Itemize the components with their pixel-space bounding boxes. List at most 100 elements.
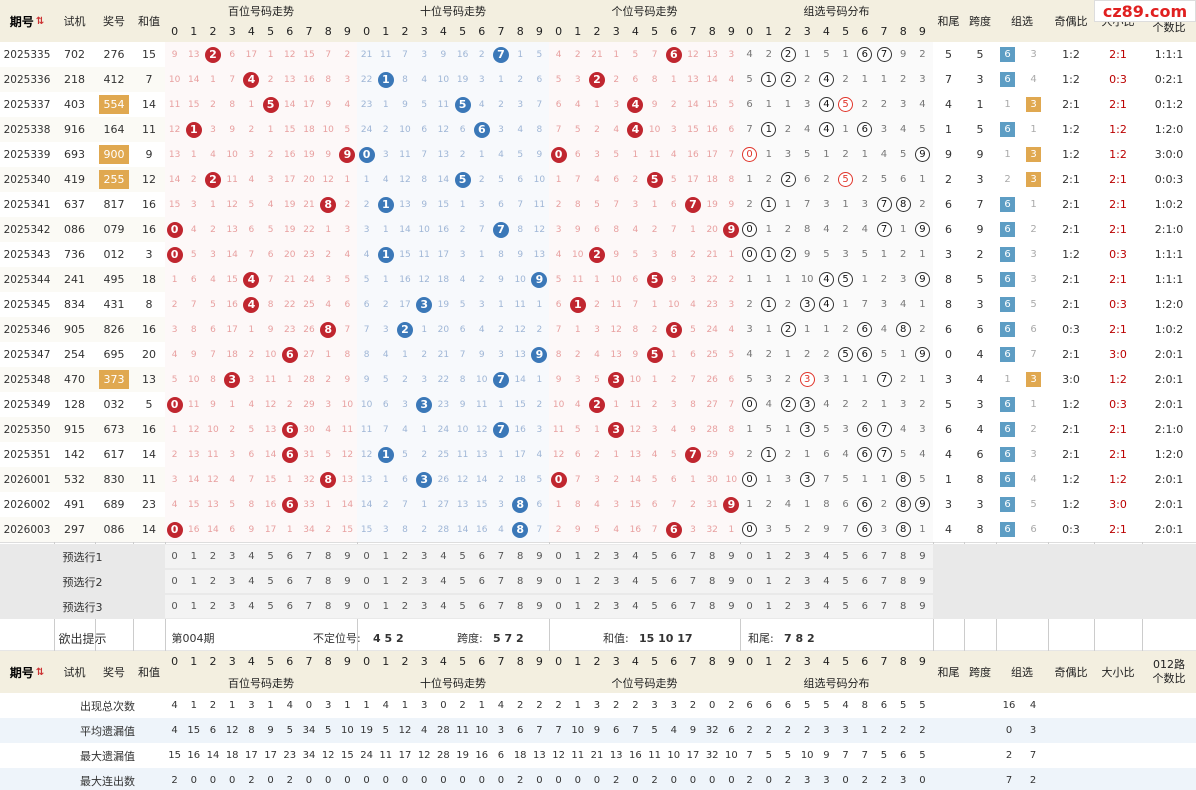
prediction-digit[interactable]: 8 [709, 551, 716, 562]
prediction-digit[interactable]: 0 [171, 601, 178, 612]
prediction-digit[interactable]: 7 [305, 551, 313, 562]
prediction-digit[interactable]: 1 [765, 601, 772, 612]
prediction-digit[interactable]: 0 [746, 551, 753, 562]
prediction-digit[interactable]: 3 [804, 601, 811, 612]
prediction-digit[interactable]: 1 [574, 576, 581, 587]
prediction-digit[interactable]: 9 [919, 551, 926, 562]
prediction-digit[interactable]: 8 [900, 601, 907, 612]
prediction-digit[interactable]: 0 [555, 601, 562, 612]
prediction-digit[interactable]: 4 [440, 551, 447, 562]
prediction-digit[interactable]: 7 [880, 601, 888, 612]
prediction-digit[interactable]: 5 [267, 601, 274, 612]
prediction-digit[interactable]: 6 [670, 551, 677, 562]
prediction-digit[interactable]: 8 [517, 551, 524, 562]
prediction-digit[interactable]: 1 [382, 551, 389, 562]
prediction-digit[interactable]: 4 [248, 551, 255, 562]
prediction-digit[interactable]: 3 [804, 576, 811, 587]
prediction-digit[interactable]: 0 [555, 551, 562, 562]
prediction-digit[interactable]: 6 [478, 551, 485, 562]
prediction-digit[interactable]: 0 [171, 551, 178, 562]
prediction-digit[interactable]: 9 [344, 551, 351, 562]
prediction-digit[interactable]: 0 [746, 576, 753, 587]
prediction-digit[interactable]: 6 [286, 551, 293, 562]
prediction-digit[interactable]: 9 [728, 601, 735, 612]
prediction-digit[interactable]: 6 [670, 601, 677, 612]
prediction-digit[interactable]: 6 [861, 551, 868, 562]
prediction-digit[interactable]: 0 [171, 576, 178, 587]
prediction-digit[interactable]: 7 [305, 601, 313, 612]
prediction-digit[interactable]: 4 [632, 551, 639, 562]
prediction-digit[interactable]: 9 [536, 601, 543, 612]
prediction-digit[interactable]: 8 [325, 551, 332, 562]
prediction-digit[interactable]: 3 [229, 576, 236, 587]
prediction-digit[interactable]: 2 [784, 551, 792, 562]
prediction-digit[interactable]: 3 [804, 551, 811, 562]
prediction-digit[interactable]: 1 [382, 601, 389, 612]
prediction-digit[interactable]: 7 [497, 576, 505, 587]
prediction-digit[interactable]: 6 [670, 576, 677, 587]
prediction-digit[interactable]: 0 [363, 576, 370, 587]
prediction-digit[interactable]: 6 [861, 576, 868, 587]
prediction-digit[interactable]: 1 [574, 601, 581, 612]
prediction-digit[interactable]: 7 [689, 576, 697, 587]
prediction-digit[interactable]: 8 [325, 576, 332, 587]
prediction-digit[interactable]: 3 [229, 551, 236, 562]
prediction-digit[interactable]: 2 [593, 576, 601, 587]
site-logo[interactable]: cz89.com [1094, 0, 1196, 22]
prediction-digit[interactable]: 7 [305, 576, 313, 587]
prediction-digit[interactable]: 2 [593, 601, 601, 612]
prediction-digit[interactable]: 7 [880, 576, 888, 587]
prediction-digit[interactable]: 6 [861, 601, 868, 612]
prediction-digit[interactable]: 7 [689, 551, 697, 562]
prediction-digit[interactable]: 5 [651, 576, 658, 587]
prediction-digit[interactable]: 3 [421, 551, 428, 562]
prediction-digit[interactable]: 1 [190, 576, 197, 587]
prediction-digit[interactable]: 0 [746, 601, 753, 612]
prediction-digit[interactable]: 1 [765, 551, 772, 562]
prediction-digit[interactable]: 2 [209, 576, 217, 587]
prediction-digit[interactable]: 4 [440, 576, 447, 587]
sort-arrows-icon[interactable]: ⇅ [35, 666, 45, 678]
prediction-digit[interactable]: 9 [728, 576, 735, 587]
prediction-digit[interactable]: 2 [401, 551, 409, 562]
prediction-digit[interactable]: 8 [517, 576, 524, 587]
prediction-digit[interactable]: 1 [190, 601, 197, 612]
prediction-digit[interactable]: 5 [651, 601, 658, 612]
prediction-digit[interactable]: 7 [497, 551, 505, 562]
prediction-digit[interactable]: 1 [765, 576, 772, 587]
prediction-digit[interactable]: 4 [248, 601, 255, 612]
prediction-digit[interactable]: 2 [784, 576, 792, 587]
prediction-digit[interactable]: 2 [209, 551, 217, 562]
prediction-digit[interactable]: 6 [478, 601, 485, 612]
prediction-digit[interactable]: 4 [823, 551, 830, 562]
prediction-digit[interactable]: 5 [842, 551, 849, 562]
prediction-digit[interactable]: 7 [689, 601, 697, 612]
prediction-digit[interactable]: 0 [363, 551, 370, 562]
prediction-digit[interactable]: 8 [325, 601, 332, 612]
prediction-digit[interactable]: 8 [900, 551, 907, 562]
prediction-digit[interactable]: 5 [842, 576, 849, 587]
prediction-digit[interactable]: 6 [478, 576, 485, 587]
prediction-digit[interactable]: 3 [229, 601, 236, 612]
prediction-digit[interactable]: 4 [823, 576, 830, 587]
prediction-digit[interactable]: 7 [497, 601, 505, 612]
prediction-digit[interactable]: 9 [728, 551, 735, 562]
prediction-digit[interactable]: 5 [842, 601, 849, 612]
prediction-digit[interactable]: 5 [651, 551, 658, 562]
prediction-digit[interactable]: 5 [267, 576, 274, 587]
prediction-digit[interactable]: 4 [248, 576, 255, 587]
prediction-digit[interactable]: 9 [919, 601, 926, 612]
prediction-digit[interactable]: 3 [421, 576, 428, 587]
prediction-digit[interactable]: 5 [267, 551, 274, 562]
sort-arrows-icon[interactable]: ⇅ [35, 15, 45, 27]
prediction-digit[interactable]: 3 [421, 601, 428, 612]
prediction-digit[interactable]: 1 [574, 551, 581, 562]
prediction-digit[interactable]: 7 [880, 551, 888, 562]
prediction-digit[interactable]: 6 [286, 601, 293, 612]
prediction-digit[interactable]: 2 [593, 551, 601, 562]
prediction-digit[interactable]: 4 [440, 601, 447, 612]
prediction-digit[interactable]: 4 [823, 601, 830, 612]
prediction-digit[interactable]: 2 [209, 601, 217, 612]
prediction-digit[interactable]: 6 [286, 576, 293, 587]
prediction-digit[interactable]: 9 [919, 576, 926, 587]
